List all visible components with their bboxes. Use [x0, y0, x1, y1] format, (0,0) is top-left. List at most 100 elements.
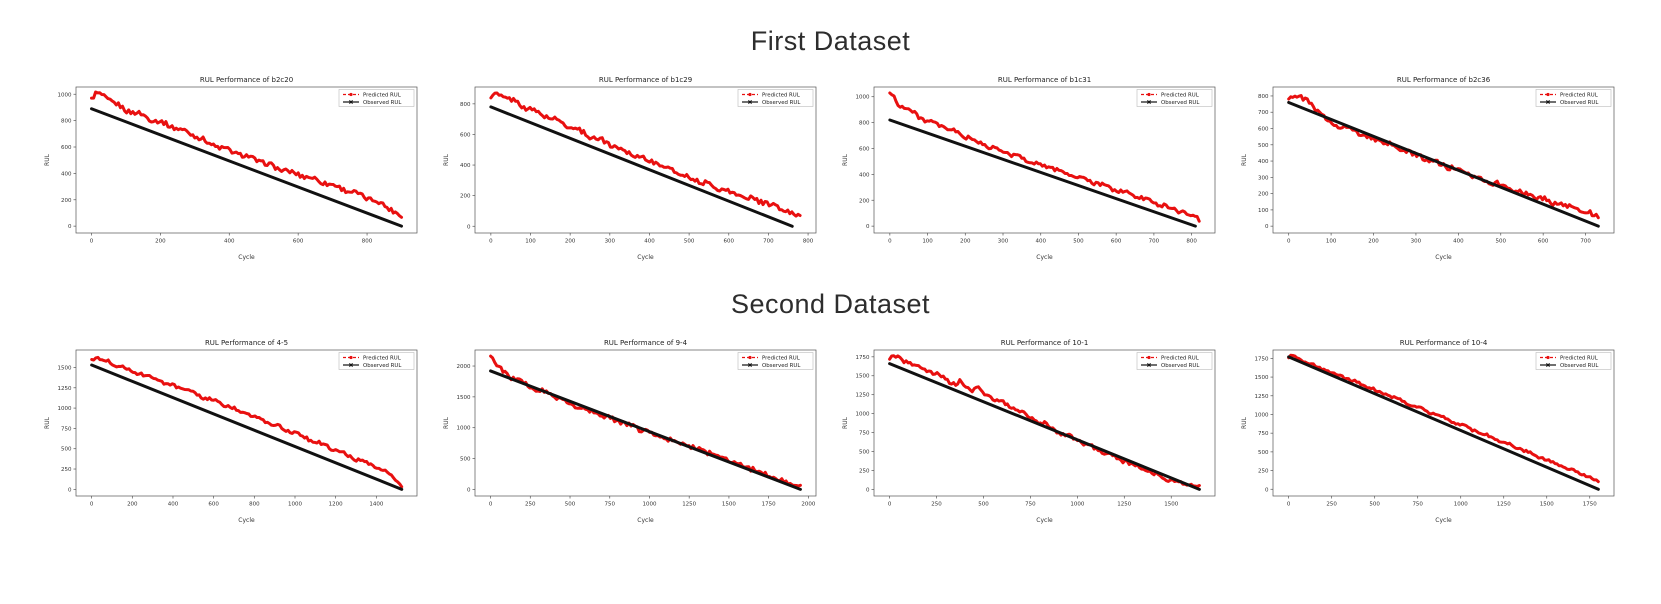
svg-text:250: 250 — [1326, 502, 1337, 508]
svg-text:RUL: RUL — [44, 153, 51, 166]
svg-text:1750: 1750 — [1582, 502, 1596, 508]
svg-text:Cycle: Cycle — [637, 517, 654, 524]
svg-text:700: 700 — [1580, 239, 1591, 245]
chart-9-4: RUL Performance of 9-4 0 250 500 750 1000 1250… — [439, 334, 824, 526]
chart-10-1-plot: RUL Performance of 10-1 0 250 500 750 1000 125… — [842, 339, 1215, 524]
svg-text:1250: 1250 — [1496, 502, 1510, 508]
svg-text:1750: 1750 — [855, 355, 869, 361]
svg-text:500: 500 — [1073, 239, 1084, 245]
svg-text:400: 400 — [644, 239, 655, 245]
svg-text:0: 0 — [1286, 502, 1290, 508]
svg-text:RUL: RUL — [1241, 153, 1248, 166]
svg-text:1250: 1250 — [1254, 394, 1268, 400]
svg-text:1750: 1750 — [1254, 356, 1268, 362]
svg-text:750: 750 — [604, 502, 615, 508]
svg-text:RUL Performance of b1c31: RUL Performance of b1c31 — [997, 76, 1090, 84]
svg-text:200: 200 — [1258, 192, 1269, 198]
svg-text:Cycle: Cycle — [1036, 517, 1053, 524]
svg-text:300: 300 — [997, 239, 1008, 245]
svg-text:600: 600 — [723, 239, 734, 245]
svg-text:1500: 1500 — [57, 365, 71, 371]
svg-text:500: 500 — [978, 502, 989, 508]
svg-text:500: 500 — [460, 457, 471, 463]
svg-text:800: 800 — [1186, 239, 1197, 245]
svg-text:Predicted RUL: Predicted RUL — [1161, 356, 1199, 362]
svg-text:Predicted RUL: Predicted RUL — [363, 356, 401, 362]
svg-text:RUL: RUL — [842, 153, 849, 166]
svg-text:200: 200 — [61, 198, 72, 204]
svg-text:250: 250 — [859, 468, 870, 474]
svg-text:Predicted RUL: Predicted RUL — [762, 356, 800, 362]
svg-text:100: 100 — [1325, 239, 1336, 245]
svg-text:Observed RUL: Observed RUL — [1560, 363, 1598, 369]
chart-b2c36: RUL Performance of b2c36 0 100 200 300 400 500… — [1237, 71, 1622, 263]
second-dataset-row: RUL Performance of 4-5 0 200 400 600 800 1000 1… — [0, 334, 1661, 526]
svg-text:800: 800 — [61, 119, 72, 125]
svg-text:400: 400 — [224, 239, 235, 245]
svg-text:Observed RUL: Observed RUL — [1161, 100, 1199, 106]
svg-text:250: 250 — [1258, 469, 1269, 475]
svg-text:200: 200 — [155, 239, 166, 245]
svg-text:400: 400 — [1035, 239, 1046, 245]
svg-text:Predicted RUL: Predicted RUL — [1560, 356, 1598, 362]
chart-b1c29: RUL Performance of b1c29 0 100 200 300 400 500… — [439, 71, 824, 263]
svg-text:0: 0 — [887, 502, 891, 508]
svg-text:0: 0 — [467, 224, 471, 230]
svg-text:800: 800 — [361, 239, 372, 245]
svg-text:600: 600 — [1110, 239, 1121, 245]
svg-text:Predicted RUL: Predicted RUL — [1560, 93, 1598, 99]
svg-text:600: 600 — [859, 146, 870, 152]
svg-text:500: 500 — [1258, 450, 1269, 456]
svg-text:1000: 1000 — [855, 95, 869, 101]
svg-text:Cycle: Cycle — [637, 254, 654, 261]
svg-text:750: 750 — [1258, 431, 1269, 437]
svg-text:1000: 1000 — [57, 92, 71, 98]
svg-text:Cycle: Cycle — [1036, 254, 1053, 261]
svg-text:Observed RUL: Observed RUL — [762, 100, 800, 106]
svg-text:Cycle: Cycle — [238, 517, 255, 524]
svg-text:400: 400 — [859, 172, 870, 178]
chart-4-5: RUL Performance of 4-5 0 200 400 600 800 1000 1… — [40, 334, 425, 526]
svg-text:Observed RUL: Observed RUL — [762, 363, 800, 369]
chart-10-1: RUL Performance of 10-1 0 250 500 750 1000 125… — [838, 334, 1223, 526]
svg-text:Observed RUL: Observed RUL — [1560, 100, 1598, 106]
svg-text:500: 500 — [859, 449, 870, 455]
svg-text:0: 0 — [68, 224, 72, 230]
svg-text:750: 750 — [1025, 502, 1036, 508]
chart-b2c36-plot: RUL Performance of b2c36 0 100 200 300 400 500… — [1241, 76, 1614, 261]
svg-text:1500: 1500 — [1254, 375, 1268, 381]
chart-b2c20-plot: RUL Performance of b2c20 0 200 400 600 800 0 20… — [44, 76, 417, 261]
svg-text:1000: 1000 — [1453, 502, 1467, 508]
svg-text:RUL: RUL — [443, 153, 450, 166]
svg-text:500: 500 — [1495, 239, 1506, 245]
svg-text:0: 0 — [68, 487, 72, 493]
first-dataset-heading: First Dataset — [750, 26, 911, 56]
svg-text:500: 500 — [564, 502, 575, 508]
svg-text:1500: 1500 — [456, 395, 470, 401]
svg-text:200: 200 — [564, 239, 575, 245]
svg-text:0: 0 — [488, 502, 492, 508]
svg-text:700: 700 — [1258, 110, 1269, 116]
svg-text:1400: 1400 — [369, 502, 383, 508]
svg-text:500: 500 — [1369, 502, 1380, 508]
svg-text:300: 300 — [1410, 239, 1421, 245]
svg-text:400: 400 — [167, 502, 178, 508]
svg-text:800: 800 — [249, 502, 260, 508]
svg-text:1250: 1250 — [1117, 502, 1131, 508]
svg-text:1000: 1000 — [57, 406, 71, 412]
svg-text:700: 700 — [1148, 239, 1159, 245]
svg-text:Predicted RUL: Predicted RUL — [363, 93, 401, 99]
svg-text:RUL Performance of b1c29: RUL Performance of b1c29 — [598, 76, 691, 84]
svg-text:RUL: RUL — [1241, 416, 1248, 429]
svg-text:RUL Performance of 4-5: RUL Performance of 4-5 — [204, 339, 287, 347]
svg-text:0: 0 — [1265, 487, 1269, 493]
svg-text:400: 400 — [61, 171, 72, 177]
svg-text:100: 100 — [1258, 208, 1269, 214]
svg-text:RUL Performance of b2c20: RUL Performance of b2c20 — [199, 76, 292, 84]
svg-text:0: 0 — [1286, 239, 1290, 245]
chart-b1c29-plot: RUL Performance of b1c29 0 100 200 300 400 500… — [443, 76, 816, 261]
svg-text:400: 400 — [460, 163, 471, 169]
svg-text:RUL: RUL — [842, 416, 849, 429]
svg-text:RUL Performance of 10-4: RUL Performance of 10-4 — [1399, 339, 1487, 347]
svg-text:1500: 1500 — [855, 374, 869, 380]
